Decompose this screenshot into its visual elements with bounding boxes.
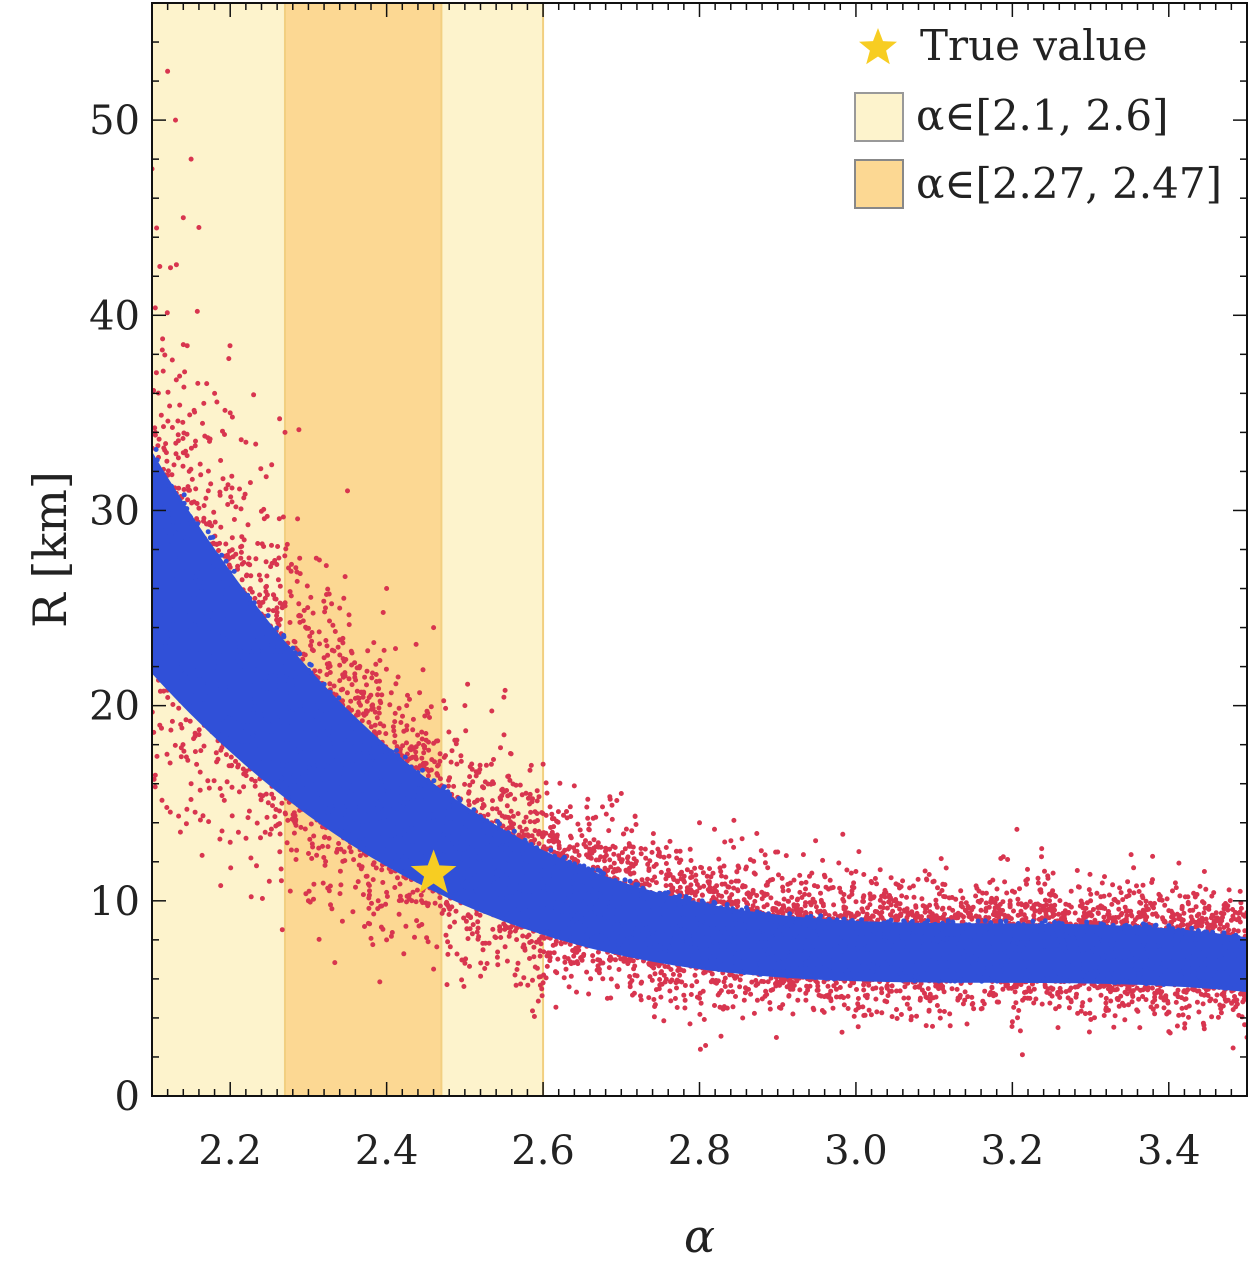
y-tick-label: 20 — [89, 684, 140, 730]
shaded-band-narrow — [284, 3, 442, 1096]
x-tick-label: 2.2 — [198, 1128, 262, 1174]
legend-label-narrow-band: α∈[2.27, 2.47] — [916, 159, 1222, 208]
x-tick-label: 2.6 — [511, 1128, 575, 1174]
x-axis-title: α — [684, 1209, 715, 1263]
inner-scatter-points — [152, 447, 1247, 992]
x-tick-label: 2.4 — [355, 1128, 419, 1174]
true-value-star-marker — [410, 849, 457, 893]
marker-layer — [410, 849, 457, 893]
y-tick-label: 30 — [89, 488, 140, 534]
x-tick-label: 3.4 — [1137, 1128, 1201, 1174]
y-tick-label: 40 — [89, 293, 140, 339]
legend-label-wide-band: α∈[2.1, 2.6] — [916, 91, 1169, 140]
legend-label-true-value: True value — [920, 21, 1147, 70]
y-tick-label: 50 — [89, 98, 140, 144]
y-tick-label: 10 — [89, 879, 140, 925]
x-tick-label: 3.2 — [981, 1128, 1045, 1174]
scatter-layer — [152, 68, 1247, 1058]
legend-swatch-narrow-band — [854, 159, 904, 209]
x-tick-label: 2.8 — [668, 1128, 732, 1174]
legend: True value α∈[2.1, 2.6] α∈[2.27, 2.47] — [854, 21, 1222, 209]
y-tick-label: 0 — [115, 1074, 140, 1120]
legend-star-icon — [859, 28, 897, 65]
legend-swatch-wide-band — [854, 92, 904, 142]
x-tick-label: 3.0 — [824, 1128, 888, 1174]
ticks-layer: 2.2 2.4 2.6 2.8 3.0 3.2 3.4 0 10 20 30 40 50 — [89, 2, 1248, 1174]
y-axis-title: R [km] — [23, 471, 77, 628]
